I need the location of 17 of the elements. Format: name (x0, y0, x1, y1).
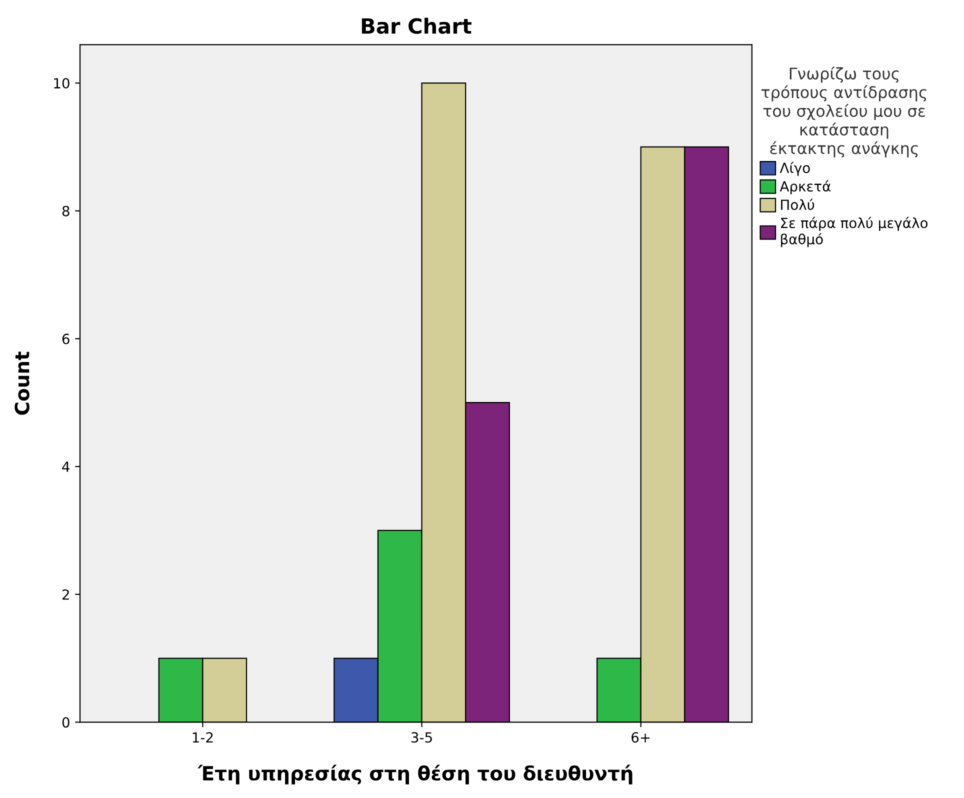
legend-label: Σε πάρα πολύ μεγάλο βαθμό (781, 216, 928, 248)
y-tick-label: 10 (54, 78, 70, 89)
x-tick-label: 6+ (632, 732, 650, 743)
legend-label: Αρκετά (780, 180, 831, 194)
y-tick-label: 2 (62, 589, 69, 600)
legend-title: Γνωρίζω τους τρόπους αντίδρασης του σχολείου μου σε κατάσταση έκτακτης ανάγκης (761, 66, 926, 158)
y-tick-label: 8 (62, 206, 70, 216)
y-axis-title: Count (14, 352, 30, 415)
y-tick-label: 0 (62, 717, 70, 728)
legend-label: Πολύ (781, 198, 814, 210)
legend-label: Λίγο (780, 162, 810, 176)
x-tick-label: 1-2 (192, 732, 213, 742)
x-axis-title: Έτη υπηρεσίας στη θέση του διευθυντή (198, 764, 632, 784)
y-tick-label: 4 (62, 462, 70, 472)
chart-title: Bar Chart (362, 18, 472, 34)
x-tick-label: 3-5 (411, 732, 432, 743)
y-tick-label: 6 (62, 334, 70, 344)
